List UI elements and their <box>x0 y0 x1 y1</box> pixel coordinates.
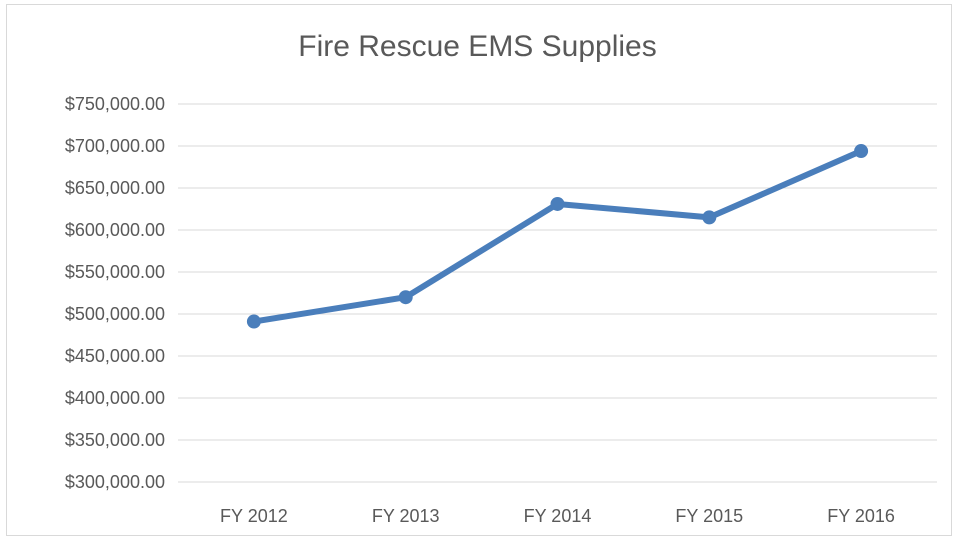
chart-frame <box>6 4 952 536</box>
y-tick-label: $600,000.00 <box>65 220 165 240</box>
x-tick-label: FY 2012 <box>220 506 288 526</box>
y-axis-tick-labels: $300,000.00 $350,000.00 $400,000.00 $450,00… <box>65 94 165 492</box>
y-tick-label: $650,000.00 <box>65 178 165 198</box>
y-tick-label: $350,000.00 <box>65 430 165 450</box>
series-layer <box>246 144 869 329</box>
y-tick-label: $750,000.00 <box>65 94 165 114</box>
data-point <box>398 290 413 305</box>
data-point <box>550 196 565 211</box>
y-tick-label: $500,000.00 <box>65 304 165 324</box>
data-point <box>702 210 717 225</box>
x-axis-tick-labels: FY 2012 FY 2013 FY 2014 FY 2015 FY 2016 <box>220 506 895 526</box>
gridlines <box>178 103 937 483</box>
y-tick-label: $300,000.00 <box>65 472 165 492</box>
data-point <box>246 314 261 329</box>
x-tick-label: FY 2016 <box>827 506 895 526</box>
y-tick-label: $550,000.00 <box>65 262 165 282</box>
data-point <box>854 144 869 159</box>
x-tick-label: FY 2013 <box>372 506 440 526</box>
x-tick-label: FY 2015 <box>675 506 743 526</box>
y-tick-label: $700,000.00 <box>65 136 165 156</box>
y-tick-label: $450,000.00 <box>65 346 165 366</box>
y-tick-label: $400,000.00 <box>65 388 165 408</box>
x-tick-label: FY 2014 <box>524 506 592 526</box>
chart-title: Fire Rescue EMS Supplies <box>298 30 657 63</box>
series-line <box>250 148 865 325</box>
